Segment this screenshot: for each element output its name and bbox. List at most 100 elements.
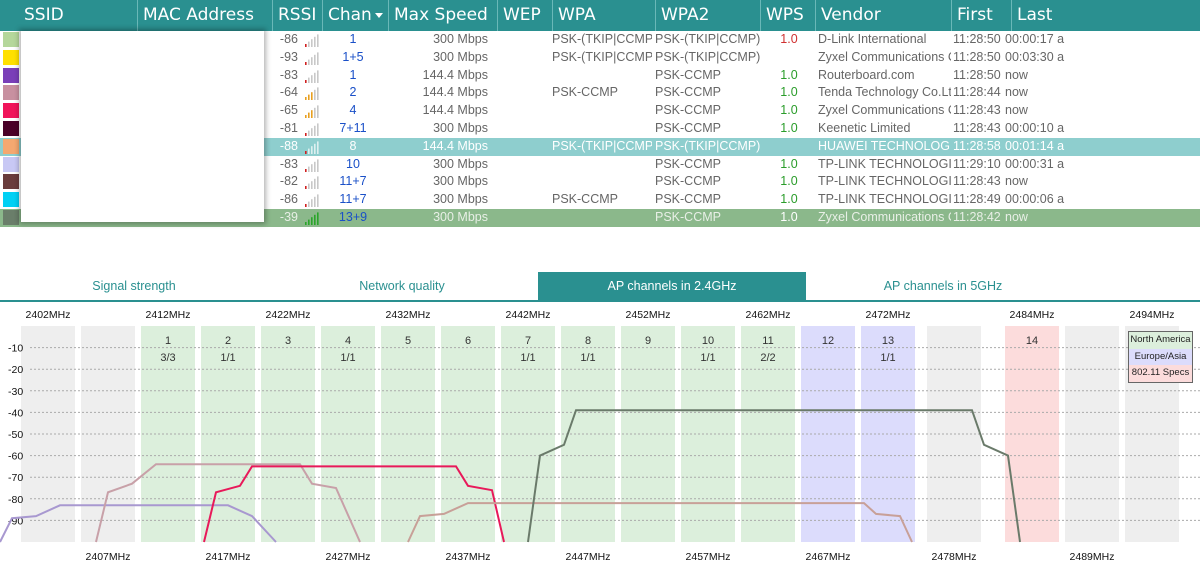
channel-ap-count-label: 1/1 [700,352,715,364]
network-color-swatch[interactable] [3,67,19,83]
channel-number-label: 3 [285,335,291,347]
table-row[interactable]: -88 8 144.4 Mbps PSK-(TKIP|CCMP) PSK-(TKIP|C… [0,137,1200,156]
rssi-value: -86 [279,192,298,207]
last-seen-value: now [1005,174,1028,189]
bottom-frequency-label: 2467MHz [806,551,851,562]
column-header-wep[interactable]: WEP [497,0,552,31]
top-frequency-label: 2484MHz [1010,309,1055,321]
column-header-label: First [957,5,993,25]
table-row[interactable]: -39 13+9 300 Mbps PSK-CCMP 1.0 Zyxel Communic… [0,209,1200,227]
column-header-label: WPA [558,5,596,25]
column-header-label: RSSI [278,5,317,25]
tab-ap-channels-in-5ghz[interactable]: AP channels in 5GHz [883,279,1003,293]
wpa-value [552,156,652,174]
table-header: SSID MAC Address RSSI Chan Max Speed WEP WPA WP… [0,0,1200,31]
column-header-mac-address[interactable]: MAC Address [137,0,272,31]
bottom-frequency-label: 2437MHz [446,551,491,562]
tab-underline [0,300,1200,302]
table-row[interactable]: -64 2 144.4 Mbps PSK-CCMP PSK-CCMP 1.0 Tenda T… [0,84,1200,102]
y-tick-label: -80 [8,494,23,506]
column-header-label: Last [1017,5,1053,25]
channel-value: 11+7 [339,192,367,207]
column-header-wpa[interactable]: WPA [552,0,655,31]
table-row[interactable]: -81 7+11 300 Mbps PSK-CCMP 1.0 Keenetic Limit… [0,120,1200,138]
tab-signal-strength[interactable]: Signal strength [92,279,176,293]
ap-signal-curve [0,504,277,543]
channel-value: 11+7 [339,174,367,189]
column-header-wpa2[interactable]: WPA2 [655,0,760,31]
channel-value: 1 [349,67,357,82]
max-speed-value: 300 Mbps [433,210,488,224]
first-seen-value: 11:28:42 [953,210,1001,224]
rssi-value: -82 [279,174,298,189]
y-tick-label: -10 [8,343,23,355]
table-row[interactable]: -83 10 300 Mbps PSK-CCMP 1.0 TP-LINK TECHNOLO… [0,156,1200,174]
column-header-label: WEP [503,5,541,25]
wps-value: 1.0 [780,174,798,189]
splitter-handle[interactable] [578,265,628,280]
column-header-wps[interactable]: WPS [760,0,815,31]
last-seen-value: now [1005,103,1028,118]
channel-value: 8 [349,138,357,153]
rssi-value: -39 [279,210,298,224]
legend-north-america: North America [1129,332,1192,349]
table-row[interactable]: -86 11+7 300 Mbps PSK-CCMP PSK-CCMP 1.0 TP-LIN… [0,191,1200,209]
last-seen-value: 00:00:06 a [1005,192,1065,207]
column-header-ssid[interactable]: SSID [0,0,137,31]
table-row[interactable]: -65 4 144.4 Mbps PSK-CCMP 1.0 Zyxel Communica… [0,102,1200,120]
bottom-frequency-label: 2447MHz [566,551,611,562]
max-speed-value: 144.4 Mbps [422,138,488,153]
ap-signal-curve [203,465,505,543]
column-header-first[interactable]: First [951,0,1011,31]
tab-ap-channels-in-2-4ghz[interactable]: AP channels in 2.4GHz [538,272,806,301]
column-header-chan[interactable]: Chan [322,0,388,31]
channel-value: 2 [349,85,357,100]
table-row[interactable]: -82 11+7 300 Mbps PSK-CCMP 1.0 TP-LINK TECHNO… [0,173,1200,191]
column-header-label: WPS [766,5,804,25]
rssi-value: -93 [279,49,298,64]
rssi-value: -83 [279,67,298,82]
network-color-swatch[interactable] [3,138,19,154]
bottom-frequency-label: 2478MHz [932,551,977,562]
sort-descending-icon [374,12,383,18]
wps-value: 1.0 [780,192,798,207]
max-speed-value: 300 Mbps [433,174,488,189]
network-color-swatch[interactable] [3,174,19,190]
tab-network-quality[interactable]: Network quality [359,279,445,293]
first-seen-value: 11:28:43 [953,103,1001,118]
max-speed-value: 300 Mbps [433,49,488,64]
network-color-swatch[interactable] [3,85,19,101]
wpa-value [552,209,652,227]
wpa-value: PSK-(TKIP|CCMP) [552,138,652,153]
table-row[interactable]: -86 1 300 Mbps PSK-(TKIP|CCMP) PSK-(TKIP|CCM… [0,31,1200,49]
y-tick-label: -50 [8,429,23,441]
network-color-swatch[interactable] [3,192,19,208]
channel-number-label: 4 [345,335,351,347]
wpa-value [552,102,652,120]
vendor-value: HUAWEI TECHNOLOGIE [818,138,951,153]
network-color-swatch[interactable] [3,121,19,136]
network-color-swatch[interactable] [3,32,19,47]
table-row[interactable]: -83 1 144.4 Mbps PSK-CCMP 1.0 Routerboard.com… [0,67,1200,85]
bottom-frequency-label: 2417MHz [206,551,251,562]
ap-signal-curve [527,409,1021,543]
network-color-swatch[interactable] [3,103,19,119]
vendor-value: Zyxel Communications C [818,103,951,118]
network-color-swatch[interactable] [3,210,19,225]
last-seen-value: now [1005,210,1028,224]
network-color-swatch[interactable] [3,49,19,65]
first-seen-value: 11:28:50 [953,49,1001,64]
wpa2-value: PSK-CCMP [655,174,721,189]
wps-value [764,138,814,156]
column-header-last[interactable]: Last [1011,0,1200,31]
last-seen-value: now [1005,85,1028,100]
column-header-max-speed[interactable]: Max Speed [388,0,497,31]
network-color-swatch[interactable] [3,156,19,172]
wpa-value [552,173,652,191]
last-seen-value: 00:01:14 a [1005,138,1065,153]
first-seen-value: 11:28:44 [953,85,1001,100]
column-header-rssi[interactable]: RSSI [272,0,322,31]
table-row[interactable]: -93 1+5 300 Mbps PSK-(TKIP|CCMP) PSK-(TKIP|C… [0,49,1200,67]
column-header-vendor[interactable]: Vendor [815,0,951,31]
y-tick-label: -70 [8,472,23,484]
